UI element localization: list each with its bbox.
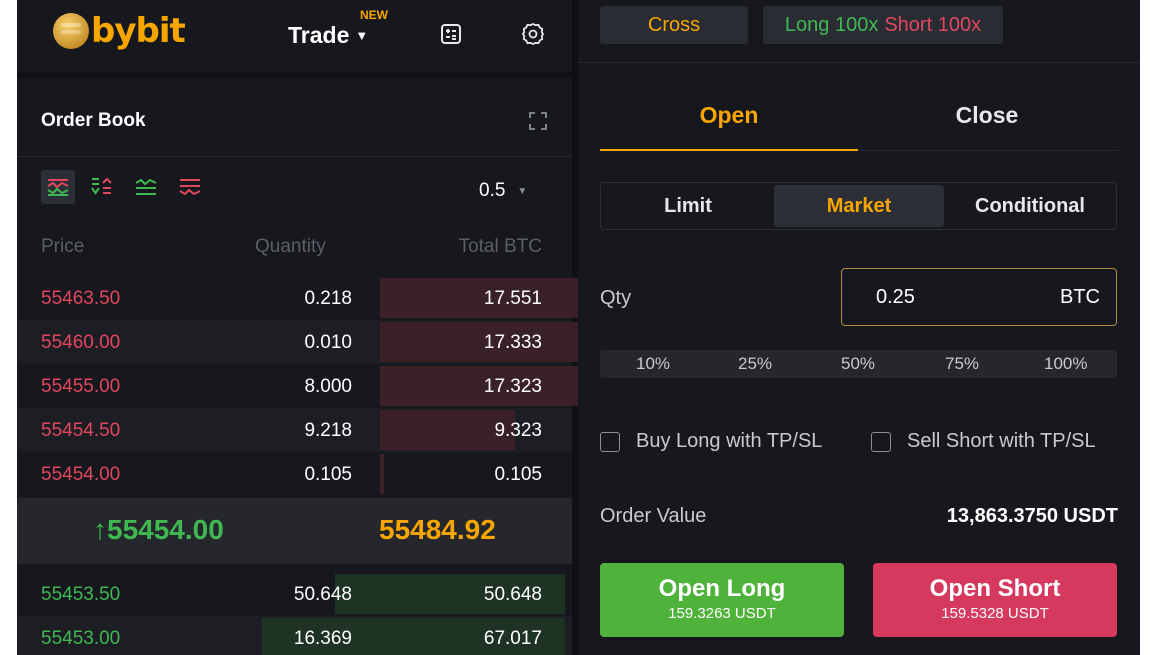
qty-percent-slider[interactable]: 10% 25% 50% 75% 100% <box>600 350 1117 378</box>
column-header-total: Total BTC <box>458 236 542 257</box>
open-long-label: Open Long <box>658 575 786 602</box>
bid-price: 55453.50 <box>41 584 121 605</box>
column-header-price: Price <box>41 236 85 257</box>
bid-row[interactable]: 55453.50 50.648 50.648 <box>17 572 572 616</box>
bid-total: 50.648 <box>483 584 542 605</box>
leverage-short: Short 100x <box>884 13 982 36</box>
view-both-button[interactable] <box>41 170 75 204</box>
view-sort-button[interactable] <box>85 170 119 204</box>
depth-bar <box>335 574 565 614</box>
qty-field: BTC <box>841 268 1117 326</box>
order-value: 13,863.3750 USDT <box>946 505 1118 527</box>
active-tab-indicator <box>600 149 858 151</box>
open-short-cost: 159.5328 USDT <box>941 605 1049 622</box>
order-type-selector: Limit Market Conditional <box>600 182 1117 230</box>
divider <box>578 62 1140 63</box>
ask-price: 55454.00 <box>41 464 121 485</box>
caret-down-icon: ▼ <box>355 28 369 43</box>
view-asks-button[interactable] <box>173 170 207 204</box>
open-long-button[interactable]: Open Long 159.3263 USDT <box>600 563 844 637</box>
trade-label: Trade <box>288 22 350 48</box>
depth-bar <box>262 618 565 655</box>
percent-100[interactable]: 100% <box>1044 354 1088 373</box>
bid-total: 67.017 <box>483 628 542 649</box>
mark-price[interactable]: 55484.92 <box>379 514 496 545</box>
bid-quantity: 50.648 <box>293 584 352 605</box>
order-value-label: Order Value <box>600 505 707 527</box>
bid-quantity: 16.369 <box>293 628 352 649</box>
bid-row[interactable]: 55453.00 16.369 67.017 <box>17 616 572 655</box>
last-traded-price: ↑55454.00 <box>93 514 224 545</box>
order-type-conditional[interactable]: Conditional <box>975 194 1085 217</box>
ask-row[interactable]: 55454.00 0.105 0.105 <box>17 452 572 496</box>
open-short-label: Open Short <box>929 575 1061 602</box>
checkbox-icon <box>600 431 620 452</box>
margin-mode-button[interactable]: Cross <box>600 6 748 44</box>
ask-row[interactable]: 55463.50 0.218 17.551 <box>17 276 635 320</box>
ask-price: 55454.50 <box>41 420 121 441</box>
tab-close[interactable]: Close <box>955 102 1019 128</box>
header: bybit Trade ▼ NEW <box>17 0 572 78</box>
percent-10[interactable]: 10% <box>636 354 671 373</box>
new-badge: NEW <box>360 8 388 22</box>
order-book-view-toggles <box>41 170 207 204</box>
bid-price: 55453.00 <box>41 628 121 649</box>
depth-bar <box>380 410 515 450</box>
checkbox-icon <box>871 431 891 452</box>
ask-total: 0.105 <box>494 464 542 485</box>
tab-divider <box>600 150 1118 151</box>
expand-icon[interactable] <box>527 110 549 132</box>
divider <box>17 156 572 157</box>
logo-text: bybit <box>91 11 186 51</box>
sell-short-tpsl-label: Sell Short with TP/SL <box>907 430 1096 452</box>
gear-icon[interactable] <box>521 22 545 46</box>
sell-short-tpsl-checkbox[interactable]: Sell Short with TP/SL <box>871 430 1096 453</box>
ask-quantity: 0.105 <box>304 464 352 485</box>
leverage-button[interactable]: Long 100x Short 100x <box>763 6 1003 44</box>
qty-label: Qty <box>600 287 632 309</box>
ask-price: 55460.00 <box>41 332 121 353</box>
calculator-icon[interactable] <box>439 22 463 46</box>
open-short-button[interactable]: Open Short 159.5328 USDT <box>873 563 1117 637</box>
percent-50[interactable]: 50% <box>841 354 876 373</box>
bybit-coin-icon <box>53 13 89 49</box>
precision-value: 0.5 <box>479 180 506 201</box>
order-type-market[interactable]: Market <box>774 185 944 227</box>
view-bids-button[interactable] <box>129 170 163 204</box>
ask-total: 9.323 <box>494 420 542 441</box>
trade-menu[interactable]: Trade ▼ <box>288 22 368 49</box>
tab-open[interactable]: Open <box>699 102 759 128</box>
percent-75[interactable]: 75% <box>945 354 980 373</box>
ask-total: 17.323 <box>483 376 542 397</box>
trade-panel: Cross Long 100x Short 100x Open Close Li… <box>578 0 1140 655</box>
open-long-cost: 159.3263 USDT <box>668 605 776 622</box>
ask-quantity: 8.000 <box>304 376 352 397</box>
last-price-bar: ↑55454.00 55484.92 <box>17 498 572 564</box>
ask-row[interactable]: 55455.00 8.000 17.323 <box>17 364 632 408</box>
margin-mode-label: Cross <box>647 13 701 36</box>
qty-input[interactable] <box>876 286 1026 309</box>
buy-long-tpsl-label: Buy Long with TP/SL <box>636 430 823 452</box>
precision-select[interactable]: 0.5 ▼ <box>479 180 527 202</box>
buy-long-tpsl-checkbox[interactable]: Buy Long with TP/SL <box>600 430 822 453</box>
ask-quantity: 9.218 <box>304 420 352 441</box>
percent-25[interactable]: 25% <box>738 354 773 373</box>
ask-row[interactable]: 55454.50 9.218 9.323 <box>17 408 572 452</box>
ask-price: 55455.00 <box>41 376 121 397</box>
bybit-logo[interactable]: bybit <box>53 6 186 56</box>
ask-quantity: 0.218 <box>304 288 352 309</box>
ask-quantity: 0.010 <box>304 332 352 353</box>
leverage-long: Long 100x <box>784 13 879 36</box>
qty-unit: BTC <box>1060 286 1100 308</box>
depth-bar <box>380 454 384 494</box>
ask-row[interactable]: 55460.00 0.010 17.333 <box>17 320 632 364</box>
left-panel: bybit Trade ▼ NEW Order Book <box>17 0 635 655</box>
order-book-title: Order Book <box>41 110 146 131</box>
ask-total: 17.551 <box>483 288 542 309</box>
order-type-limit[interactable]: Limit <box>664 194 712 217</box>
ask-price: 55463.50 <box>41 288 121 309</box>
caret-down-icon: ▼ <box>517 185 528 197</box>
ask-total: 17.333 <box>483 332 542 353</box>
column-header-quantity: Quantity <box>255 236 326 257</box>
